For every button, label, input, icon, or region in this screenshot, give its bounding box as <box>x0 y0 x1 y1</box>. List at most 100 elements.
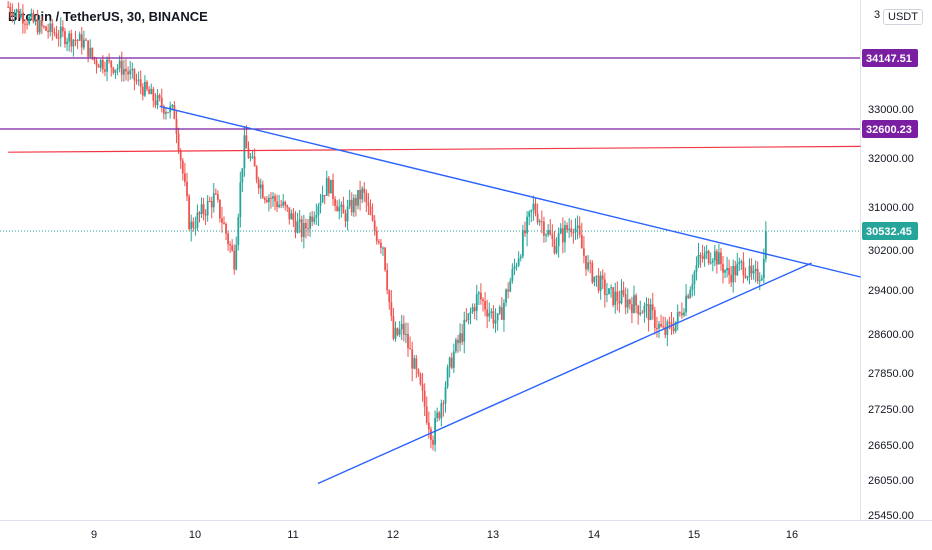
candle-body <box>570 228 573 233</box>
candle-body <box>678 312 681 314</box>
candle-body <box>66 41 68 45</box>
candle-body <box>641 312 644 314</box>
candle-body <box>668 321 671 323</box>
candle-body <box>83 39 85 48</box>
candle-body <box>402 323 405 335</box>
candle-body <box>294 220 297 233</box>
candle-body <box>227 233 229 245</box>
candle-body <box>591 262 594 283</box>
candle-body <box>407 333 409 349</box>
candle-body <box>764 231 767 259</box>
candle-body <box>11 12 14 17</box>
candle-body <box>357 190 359 206</box>
candle-body <box>386 269 389 291</box>
level-price-label-bg <box>862 120 918 138</box>
candle-body <box>645 304 648 306</box>
candle-body <box>519 256 522 259</box>
candle-body <box>549 230 552 235</box>
candle-body <box>715 251 718 265</box>
candle-body <box>405 333 407 335</box>
candle-body <box>540 221 543 223</box>
candle-body <box>496 313 499 321</box>
level-price-label-bg <box>862 49 918 67</box>
candle-body <box>490 311 493 313</box>
candle-body <box>421 384 424 391</box>
candle-body <box>633 295 635 313</box>
candle-body <box>457 339 459 344</box>
candle-body <box>68 33 71 42</box>
candle-body <box>214 193 217 195</box>
candle-body <box>36 19 39 33</box>
price-tick-label: 33000.00 <box>868 104 914 116</box>
candle-body <box>34 19 37 22</box>
candle-body <box>656 328 658 330</box>
time-tick-label: 15 <box>688 529 700 541</box>
candle-body <box>61 26 64 32</box>
candle-body <box>500 307 503 320</box>
red-level-line <box>8 145 861 153</box>
candle-body <box>131 68 134 71</box>
candle-body <box>713 251 716 261</box>
candle-body <box>734 265 737 276</box>
candle-body <box>325 178 328 196</box>
candle-body <box>394 328 397 339</box>
candle-body <box>628 299 631 305</box>
candle-body <box>184 173 186 182</box>
candle-body <box>311 216 314 222</box>
price-axis: 33000.00 32000.00 31000.00 30200.00 29400.00… <box>862 49 918 522</box>
candle-body <box>463 319 466 342</box>
candle-body <box>288 207 291 220</box>
candle-body <box>576 225 579 228</box>
candle-body <box>528 211 531 217</box>
candle-body <box>327 178 330 194</box>
candle-body <box>388 290 391 303</box>
candle-body <box>298 219 301 222</box>
candle-body <box>720 252 722 265</box>
candle-body <box>693 272 696 285</box>
candle-body <box>597 275 600 291</box>
candle-body <box>97 65 100 68</box>
candle-body <box>467 313 470 321</box>
candle-body <box>47 30 50 33</box>
candle-body <box>400 323 403 330</box>
trendline <box>317 262 812 485</box>
candle-body <box>440 403 443 419</box>
candle-body <box>473 307 476 312</box>
candle-body <box>198 212 201 215</box>
candle-body <box>359 190 361 200</box>
candle-body <box>687 295 690 298</box>
candle-body <box>674 321 677 332</box>
candle-body <box>259 184 262 189</box>
candle-body <box>212 193 215 208</box>
candle-body <box>559 228 562 234</box>
candle-body <box>321 195 324 203</box>
candle-body <box>492 311 495 324</box>
price-tick-label: 28600.00 <box>868 329 914 341</box>
candle-body <box>425 406 428 423</box>
candle-body <box>30 13 33 18</box>
chart-title: Bitcoin / TetherUS, 30, BINANCE <box>8 9 208 24</box>
candle-body <box>616 291 619 301</box>
candle-body <box>736 263 739 276</box>
candle-body <box>620 290 623 304</box>
candle-body <box>561 228 564 243</box>
candle-body <box>19 13 22 18</box>
candle-body <box>564 225 566 243</box>
candle-body <box>484 300 486 310</box>
candle-body <box>255 166 258 180</box>
currency-badge[interactable]: USDT <box>883 9 923 25</box>
candle-body <box>210 201 213 208</box>
candle-body <box>380 242 382 248</box>
candle-body <box>15 9 18 13</box>
candle-body <box>133 68 136 81</box>
candle-body <box>494 320 497 324</box>
candle-body <box>272 196 274 199</box>
candle-body <box>158 95 161 98</box>
price-tick-label: 27250.00 <box>868 404 914 416</box>
candle-body <box>313 217 316 222</box>
candle-body <box>51 23 54 32</box>
candle-body <box>639 312 642 315</box>
candle-body <box>261 184 264 198</box>
trendline <box>159 105 861 278</box>
